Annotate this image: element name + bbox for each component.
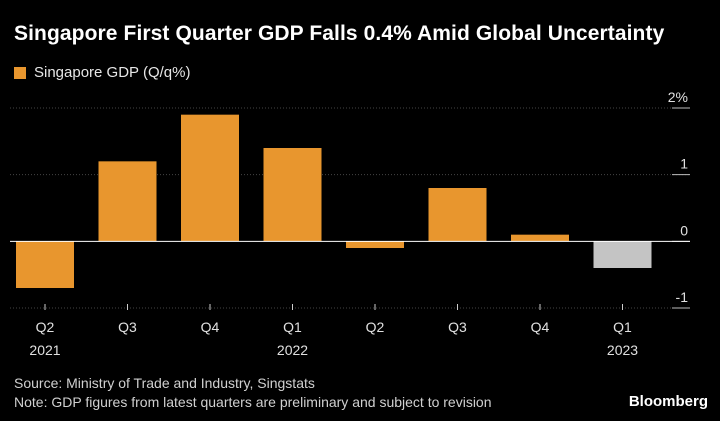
x-tick-label: Q4	[201, 319, 220, 335]
bar	[98, 161, 157, 242]
x-tick-year-label: 2023	[607, 342, 638, 358]
bar	[181, 114, 239, 242]
bar	[16, 241, 74, 288]
bar	[593, 241, 652, 268]
x-tick-label: Q3	[118, 319, 137, 335]
x-tick-year-label: 2022	[277, 342, 308, 358]
x-tick-label: Q2	[36, 319, 55, 335]
y-tick-label: 0	[680, 222, 688, 238]
x-tick-label: Q3	[448, 319, 467, 335]
y-tick-label: -1	[676, 289, 689, 305]
footer: Source: Ministry of Trade and Industry, …	[14, 374, 492, 412]
x-tick-year-label: 2021	[29, 342, 60, 358]
source-text: Source: Ministry of Trade and Industry, …	[14, 375, 315, 391]
x-tick-label: Q2	[366, 319, 385, 335]
legend: Singapore GDP (Q/q%)	[14, 64, 190, 81]
y-tick-label: 2%	[668, 89, 688, 105]
bar	[346, 241, 404, 248]
legend-label: Singapore GDP (Q/q%)	[34, 64, 191, 81]
bar	[428, 188, 487, 242]
bar	[263, 148, 322, 242]
chart-title: Singapore First Quarter GDP Falls 0.4% A…	[14, 22, 665, 45]
x-tick-label: Q1	[613, 319, 632, 335]
bloomberg-logo: Bloomberg	[628, 393, 708, 410]
y-tick-label: 1	[680, 156, 688, 172]
note-text: Note: GDP figures from latest quarters a…	[14, 394, 492, 410]
x-tick-label: Q1	[283, 319, 302, 335]
legend-swatch	[14, 66, 26, 79]
x-tick-label: Q4	[531, 319, 550, 335]
bar	[511, 234, 569, 242]
